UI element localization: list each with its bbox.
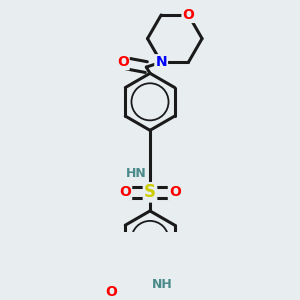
Text: O: O	[169, 185, 181, 199]
Text: HN: HN	[126, 167, 147, 180]
Text: O: O	[182, 8, 194, 22]
Text: N: N	[155, 55, 167, 69]
Text: O: O	[106, 284, 118, 298]
Text: S: S	[144, 183, 156, 201]
Text: O: O	[117, 55, 129, 69]
Text: NH: NH	[152, 278, 173, 291]
Text: O: O	[119, 185, 131, 199]
